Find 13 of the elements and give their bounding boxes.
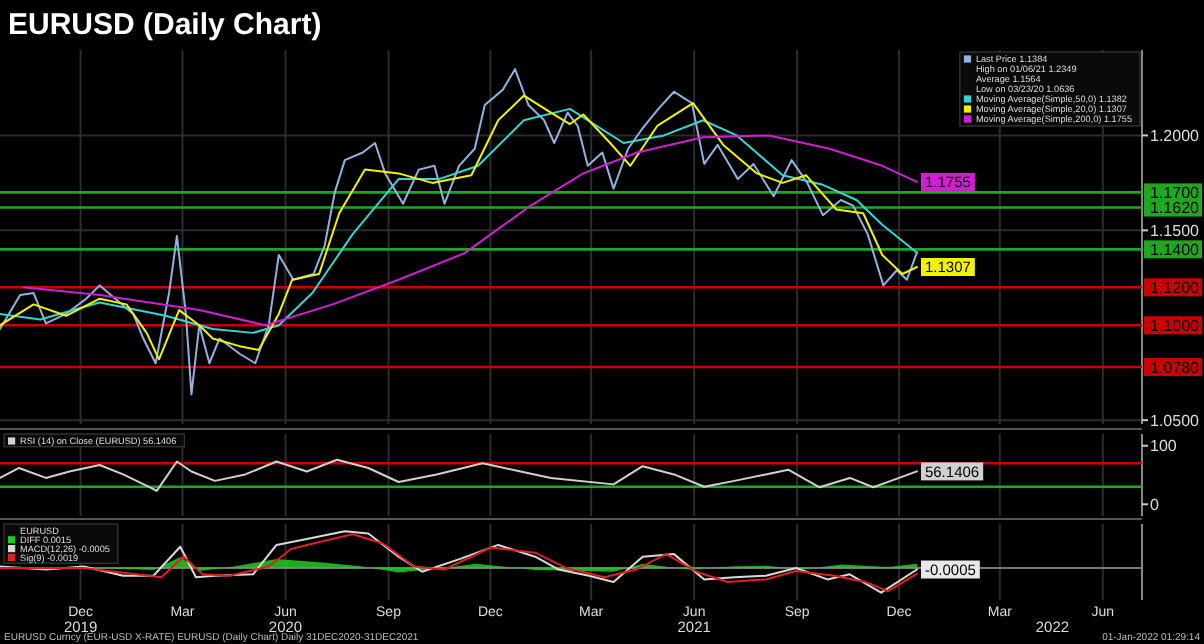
y-tick-label: 100 xyxy=(1150,437,1178,456)
y-tick-label: 1.1500 xyxy=(1150,221,1201,240)
ref-line-label: 1.1000 xyxy=(1150,316,1201,335)
y-tick-label: 1.0500 xyxy=(1150,411,1201,430)
line-series xyxy=(0,68,918,396)
chart-title: EURUSD (Daily Chart) xyxy=(8,8,322,42)
y-tick-label: 0 xyxy=(1150,495,1160,514)
ref-line-label: 1.1400 xyxy=(1150,240,1201,259)
ref-line-label: 1.1700 xyxy=(1150,183,1201,202)
y-tick-label: 1.2000 xyxy=(1150,127,1201,146)
ref-line-label: 1.1620 xyxy=(1150,199,1201,218)
ref-line-label: 1.1200 xyxy=(1150,278,1201,297)
ref-line-label: 1.0780 xyxy=(1150,358,1201,377)
